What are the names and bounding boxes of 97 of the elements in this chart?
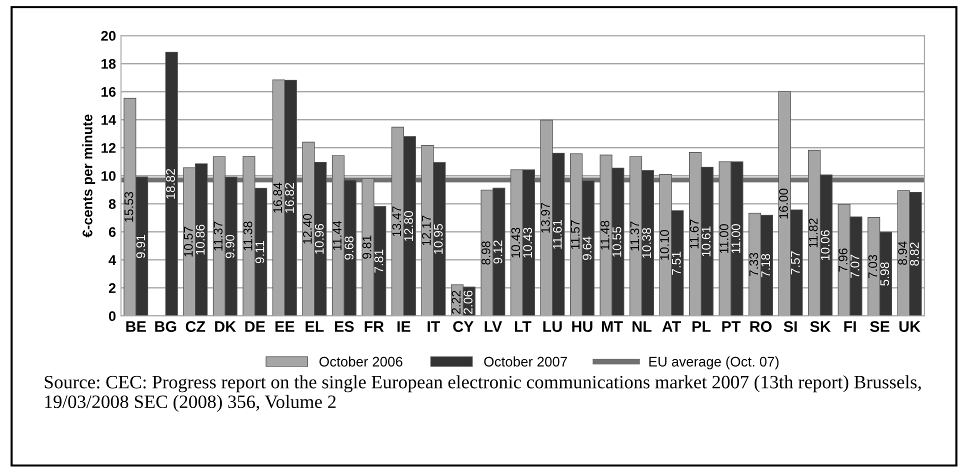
data-label: 2.06 [464, 290, 473, 314]
x-tick-label: UK [899, 321, 920, 332]
x-tick-label: BG [155, 321, 176, 332]
x-tick-label: EL [306, 321, 324, 332]
x-tick-label: IT [428, 321, 440, 332]
data-label: 11.44 [332, 220, 342, 250]
data-label: 9.90 [226, 234, 234, 258]
data-label: 15.53 [124, 192, 134, 222]
data-label: 11.61 [552, 220, 562, 249]
data-label: 12.40 [302, 214, 312, 244]
y-tick-label: 18 [102, 58, 116, 69]
x-tick-label: AT [662, 321, 681, 332]
x-tick-label: HU [572, 321, 592, 332]
data-label: 7.03 [868, 255, 878, 278]
data-label: 13.97 [541, 202, 550, 233]
data-label: 10.10 [660, 230, 669, 260]
data-label: 7.51 [672, 252, 681, 275]
data-label: 12.80 [404, 211, 413, 241]
data-label: 10.43 [511, 228, 520, 258]
data-label: 16.84 [273, 182, 282, 213]
y-tick-label: 12 [102, 143, 116, 153]
x-tick-label: RO [750, 321, 772, 332]
data-label: 5.98 [880, 262, 890, 286]
data-label: 7.18 [761, 254, 770, 278]
data-label: 11.48 [600, 220, 610, 250]
data-label: 16.00 [779, 188, 788, 218]
y-tick-label: 20 [101, 30, 116, 41]
x-tick-label: SE [870, 321, 890, 332]
x-tick-label: EE [275, 321, 294, 332]
data-label: 11.57 [570, 220, 580, 250]
data-label: 16.82 [285, 183, 294, 213]
data-label: 10.86 [196, 224, 205, 254]
data-label: 11.37 [630, 222, 640, 250]
x-tick-label: FI [844, 321, 856, 332]
y-tick-label: 4 [108, 255, 116, 265]
data-label: 13.47 [392, 206, 402, 236]
y-tick-label: 0 [108, 311, 116, 322]
data-label: 11.37 [214, 222, 223, 250]
x-tick-label: MT [602, 321, 623, 332]
data-label: 18.82 [166, 169, 175, 199]
legend-label: October 2006 [319, 356, 402, 367]
x-tick-label: FR [364, 321, 384, 332]
legend-label: October 2007 [484, 356, 567, 367]
data-label: 7.81 [374, 250, 384, 273]
y-tick-label: 16 [102, 87, 116, 97]
data-label: 7.07 [850, 254, 860, 278]
data-label: 7.33 [749, 252, 758, 276]
data-label: 8.98 [482, 241, 490, 265]
data-label: 7.57 [791, 251, 800, 274]
data-label: 10.96 [314, 224, 324, 254]
data-label: 10.43 [523, 228, 532, 258]
data-label: 8.94 [898, 241, 907, 265]
x-tick-label: LV [484, 321, 502, 332]
y-tick-label: 8 [108, 199, 116, 209]
data-label: 11.00 [720, 224, 728, 254]
data-label: 9.12 [493, 240, 502, 264]
data-label: 10.38 [642, 228, 652, 258]
data-label: 10.61 [702, 226, 711, 256]
data-label: 11.38 [243, 222, 252, 250]
y-tick-label: 2 [108, 283, 116, 293]
data-label: 8.82 [910, 242, 919, 266]
bar [165, 52, 178, 316]
data-label: 9.91 [136, 234, 146, 258]
data-label: 10.95 [434, 224, 443, 254]
data-label: 10.57 [184, 226, 193, 257]
x-tick-label: PL [692, 321, 711, 332]
x-tick-label: LT [514, 321, 532, 332]
x-tick-label: BE [126, 321, 146, 332]
legend-label: EU average (Oct. 07) [649, 356, 779, 370]
data-label: 10.55 [612, 226, 622, 257]
y-axis-title: €-cents per minute [82, 114, 96, 238]
data-label: 10.06 [820, 230, 830, 260]
x-tick-label: DK [215, 321, 236, 332]
y-tick-label: 14 [102, 115, 116, 125]
x-tick-label: PT [722, 321, 741, 332]
data-label: 11.82 [808, 218, 818, 248]
data-label: 11.00 [731, 224, 740, 254]
data-label: 9.64 [582, 236, 592, 260]
x-tick-label: SK [810, 321, 831, 332]
x-tick-label: NL [632, 321, 652, 332]
y-tick-label: 10 [102, 171, 116, 181]
x-tick-label: LU [543, 321, 562, 332]
x-tick-label: DE [245, 321, 265, 332]
data-label: 11.67 [690, 220, 699, 248]
data-label: 9.81 [362, 236, 372, 259]
data-label: 12.17 [422, 216, 431, 246]
x-tick-label: IE [397, 321, 410, 332]
x-tick-label: CZ [186, 321, 206, 332]
data-label: 9.11 [255, 240, 264, 264]
x-tick-label: CY [453, 321, 474, 332]
x-tick-label: ES [335, 321, 354, 332]
data-label: 9.68 [344, 236, 354, 260]
y-tick-label: 6 [108, 227, 116, 237]
source-note: Source: CEC: Progress report on the single European electronic communications market 2007 (13th report) Brussels, 19/03/2008 SEC (2008) 356, Volume 2 [44, 375, 921, 412]
data-label: 7.96 [838, 248, 848, 272]
data-label: 2.22 [452, 290, 460, 314]
x-tick-label: SI [784, 321, 797, 332]
